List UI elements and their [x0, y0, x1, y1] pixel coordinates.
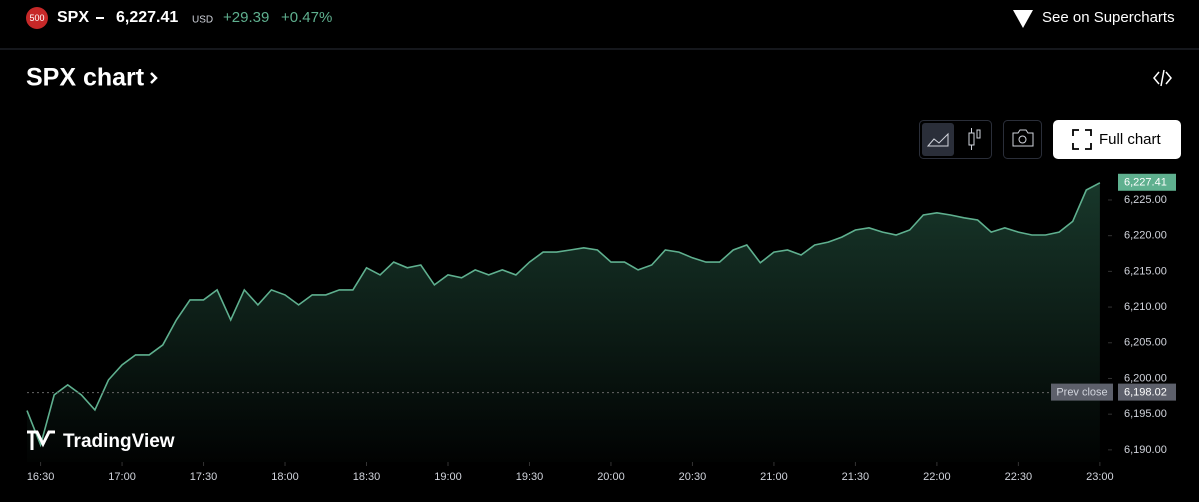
x-tick-label: 21:00 [760, 471, 788, 483]
prev-close-value: 6,198.02 [1124, 387, 1167, 399]
x-tick-label: 19:30 [516, 471, 544, 483]
price: 6,227.41 [116, 9, 178, 26]
currency: USD [192, 15, 213, 26]
x-tick-label: 23:00 [1086, 471, 1114, 483]
x-tick-label: 16:30 [27, 471, 55, 483]
x-tick-label: 20:00 [597, 471, 625, 483]
x-tick-label: 22:00 [923, 471, 951, 483]
y-tick-label: 6,190.00 [1124, 444, 1167, 456]
x-tick-label: 22:30 [1005, 471, 1033, 483]
camera-icon [1012, 129, 1034, 147]
prev-close-title: Prev close [1056, 387, 1107, 399]
plot: 6,190.00 6,195.00 6,200.00 6,205.00 6,210.00… [26, 173, 1176, 483]
last-price-label: 6,227.41 [1124, 177, 1167, 189]
x-tick-label: 18:30 [353, 471, 381, 483]
supercharts-icon [1013, 10, 1033, 28]
change: +29.39 [223, 9, 269, 26]
tv-logo [27, 430, 55, 450]
x-tick-label: 17:00 [108, 471, 136, 483]
candle-button[interactable] [968, 128, 981, 150]
x-tick-label: 17:30 [190, 471, 218, 483]
x-tick-label: 20:30 [679, 471, 707, 483]
y-tick-label: 6,220.00 [1124, 230, 1167, 242]
prev-close-value-tag [1118, 383, 1176, 401]
y-tick-label: 6,200.00 [1124, 372, 1167, 384]
x-tick-label: 21:30 [842, 471, 870, 483]
area-fill [27, 182, 1100, 463]
badge-text: 500 [29, 13, 44, 23]
change-percent: +0.47% [281, 9, 332, 26]
y-tick-label: 6,215.00 [1124, 265, 1167, 277]
chevron [150, 72, 158, 84]
prev-close-tag [1051, 383, 1113, 401]
y-tick-label: 6,195.00 [1124, 408, 1167, 420]
x-tick-label: 18:00 [271, 471, 299, 483]
x-tick-label: 19:00 [434, 471, 462, 483]
brand: TradingView [63, 431, 175, 452]
y-tick-label: 6,225.00 [1124, 194, 1167, 206]
chart-title[interactable]: SPX chart [26, 64, 145, 92]
embed-icon[interactable] [1153, 69, 1172, 87]
symbol[interactable]: SPX [57, 9, 89, 26]
badge [26, 7, 48, 29]
camera-lens [1018, 135, 1027, 144]
price-line [26, 182, 1101, 448]
chart-type-group [919, 120, 992, 159]
full-chart-label[interactable]: Full chart [1099, 131, 1162, 148]
y-tick-label: 6,205.00 [1124, 337, 1167, 349]
snapshot-button[interactable] [1003, 120, 1042, 159]
last-price-tag [1118, 173, 1176, 191]
area-icon [926, 132, 949, 147]
fullscreen-icon [1072, 129, 1092, 150]
supercharts-link[interactable]: See on Supercharts [1042, 9, 1175, 26]
separator [96, 17, 104, 19]
area-button[interactable] [922, 123, 954, 156]
y-tick-label: 6,210.00 [1124, 301, 1167, 313]
